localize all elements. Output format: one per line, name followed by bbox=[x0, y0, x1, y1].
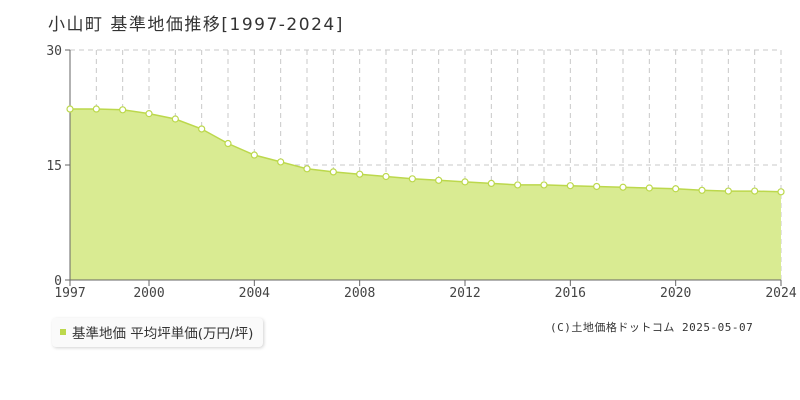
data-point bbox=[277, 158, 285, 166]
chart-title: 小山町 基準地価推移[1997-2024] bbox=[48, 15, 344, 35]
data-point bbox=[461, 178, 469, 186]
y-tick-label: 0 bbox=[54, 274, 62, 289]
x-tick-label: 1997 bbox=[54, 286, 85, 301]
data-point bbox=[224, 139, 232, 148]
data-point bbox=[645, 184, 653, 192]
x-tick-label: 2020 bbox=[660, 286, 691, 301]
data-point bbox=[435, 176, 443, 184]
data-point bbox=[145, 110, 153, 118]
data-point bbox=[672, 185, 680, 193]
data-point bbox=[619, 183, 627, 191]
data-point bbox=[119, 106, 127, 114]
data-point bbox=[593, 182, 601, 191]
x-tick-label: 2000 bbox=[133, 286, 164, 301]
marker-layer bbox=[66, 105, 785, 196]
x-tick-label: 2024 bbox=[765, 286, 796, 301]
area-fill bbox=[70, 109, 781, 280]
data-point bbox=[382, 172, 390, 181]
data-point bbox=[66, 105, 74, 113]
x-tick-label: 2016 bbox=[555, 286, 586, 301]
x-tick-label: 2008 bbox=[344, 286, 375, 301]
data-point bbox=[487, 179, 495, 187]
data-point bbox=[198, 125, 206, 133]
data-point bbox=[250, 151, 258, 159]
copyright-text: (C)土地価格ドットコム 2025-05-07 bbox=[550, 321, 754, 334]
data-point bbox=[171, 115, 179, 123]
data-point bbox=[356, 170, 364, 178]
y-tick-label: 15 bbox=[46, 159, 62, 174]
x-tick-label: 2012 bbox=[449, 286, 480, 301]
series-line bbox=[70, 108, 782, 193]
legend-swatch bbox=[60, 329, 66, 335]
legend: 基準地価 平均坪単価(万円/坪) bbox=[52, 318, 264, 347]
axes-layer bbox=[65, 49, 782, 286]
legend-label: 基準地価 平均坪単価(万円/坪) bbox=[72, 326, 254, 342]
data-point bbox=[724, 187, 732, 195]
data-point bbox=[514, 181, 522, 189]
y-tick-label: 30 bbox=[46, 44, 62, 59]
tick-label-layer: 1997 2000 2004 2008 2012 2016 2020 2024 0 15 30 bbox=[46, 44, 796, 301]
data-point bbox=[92, 105, 100, 113]
data-point bbox=[777, 188, 785, 196]
data-point bbox=[751, 187, 759, 195]
data-point bbox=[540, 181, 548, 189]
data-point bbox=[408, 175, 416, 183]
data-point bbox=[303, 165, 311, 173]
data-point bbox=[329, 168, 337, 176]
x-tick-label: 2004 bbox=[239, 286, 270, 301]
data-point bbox=[698, 186, 706, 194]
data-point bbox=[566, 182, 574, 190]
